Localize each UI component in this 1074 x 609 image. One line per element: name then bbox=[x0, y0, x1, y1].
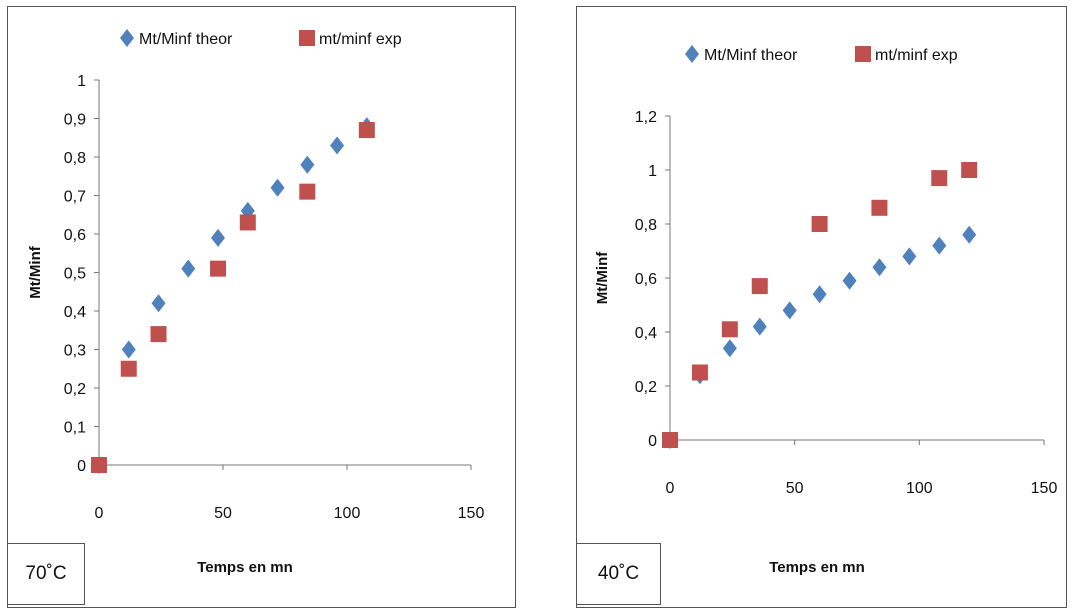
theor-point bbox=[151, 294, 166, 313]
chart-panel-40c: 0 0,2 0,4 0,6 0,8 1 1,2 0 50 100 150 Temps en mn Mt/… bbox=[576, 6, 1067, 608]
y-tick-label: 0,9 bbox=[64, 112, 86, 129]
x-tick-label: 150 bbox=[458, 505, 485, 522]
theor-point bbox=[872, 258, 887, 277]
chart-70c: 0 0,1 0,2 0,3 0,4 0,5 0,6 0,7 0,8 0,9 1 0 50 100 150 Te… bbox=[27, 29, 485, 576]
y-tick-label: 0 bbox=[648, 433, 657, 450]
theor-point bbox=[121, 340, 136, 359]
exp-point bbox=[210, 260, 227, 277]
theor-point bbox=[330, 136, 345, 155]
y-tick-label: 0,2 bbox=[64, 381, 86, 398]
exp-point bbox=[961, 162, 978, 178]
legend-label: Mt/Minf theor bbox=[139, 31, 233, 48]
y-tick-label: 0,8 bbox=[635, 217, 657, 234]
x-tick-label: 50 bbox=[786, 480, 804, 497]
theor-point bbox=[902, 247, 917, 266]
exp-point bbox=[239, 214, 256, 231]
y-tick-label: 0,5 bbox=[64, 266, 86, 283]
exp-point bbox=[91, 457, 107, 473]
x-tick-label: 0 bbox=[666, 480, 675, 497]
x-tick-label: 50 bbox=[214, 505, 232, 522]
theor-point bbox=[722, 339, 737, 358]
exp-point bbox=[721, 321, 738, 338]
y-tick-label: 0 bbox=[77, 458, 86, 475]
y-tick-label: 0,7 bbox=[64, 189, 86, 206]
exp-point bbox=[358, 122, 375, 139]
temperature-label: 70˚C bbox=[7, 543, 85, 605]
legend-theor-marker bbox=[685, 45, 699, 63]
theor-point bbox=[842, 271, 857, 290]
y-tick-label: 1 bbox=[648, 163, 657, 180]
chart-40c: 0 0,2 0,4 0,6 0,8 1 1,2 0 50 100 150 Temps en mn Mt/… bbox=[594, 45, 1058, 576]
x-axis-title: Temps en mn bbox=[197, 559, 293, 576]
exp-point bbox=[751, 278, 768, 295]
exp-point bbox=[299, 183, 316, 200]
theor-point bbox=[181, 259, 196, 278]
y-tick-label: 1,2 bbox=[635, 109, 657, 126]
x-tick-label: 100 bbox=[334, 505, 361, 522]
y-tick-label: 0,6 bbox=[635, 271, 657, 288]
exp-point bbox=[150, 326, 167, 343]
theor-point bbox=[270, 178, 285, 197]
y-axis-title: Mt/Minf bbox=[594, 251, 611, 304]
y-tick-label: 0,1 bbox=[64, 420, 86, 437]
legend-label: Mt/Minf theor bbox=[704, 47, 798, 64]
x-tick-label: 100 bbox=[906, 480, 933, 497]
y-axis-title: Mt/Minf bbox=[27, 245, 44, 298]
x-axis-title: Temps en mn bbox=[769, 559, 865, 576]
theor-point bbox=[932, 236, 947, 255]
theor-point bbox=[782, 301, 797, 320]
legend-label: mt/minf exp bbox=[319, 31, 402, 48]
exp-point bbox=[662, 432, 678, 448]
y-tick-label: 0,6 bbox=[64, 227, 86, 244]
theor-point bbox=[812, 285, 827, 304]
theor-point bbox=[211, 228, 226, 247]
exp-point bbox=[931, 170, 948, 187]
legend-exp-marker bbox=[855, 46, 871, 62]
x-tick-label: 150 bbox=[1031, 480, 1058, 497]
y-tick-label: 0,2 bbox=[635, 379, 657, 396]
exp-point bbox=[691, 364, 708, 381]
exp-point bbox=[871, 199, 888, 216]
y-tick-label: 0,4 bbox=[635, 325, 657, 342]
theor-point bbox=[962, 225, 977, 244]
legend-theor-marker bbox=[120, 29, 134, 47]
y-tick-label: 1 bbox=[77, 73, 86, 90]
x-tick-label: 0 bbox=[95, 505, 104, 522]
exp-point bbox=[811, 216, 828, 232]
exp-point bbox=[120, 360, 137, 377]
legend-label: mt/minf exp bbox=[875, 47, 958, 64]
temperature-label: 40˚C bbox=[576, 543, 661, 605]
y-tick-label: 0,3 bbox=[64, 343, 86, 360]
chart-panel-70c: 0 0,1 0,2 0,3 0,4 0,5 0,6 0,7 0,8 0,9 1 0 50 100 150 Te… bbox=[7, 6, 516, 608]
theor-point bbox=[752, 317, 767, 336]
y-tick-label: 0,8 bbox=[64, 150, 86, 167]
legend-exp-marker bbox=[299, 30, 315, 46]
y-tick-label: 0,4 bbox=[64, 304, 86, 321]
theor-point bbox=[300, 155, 315, 174]
